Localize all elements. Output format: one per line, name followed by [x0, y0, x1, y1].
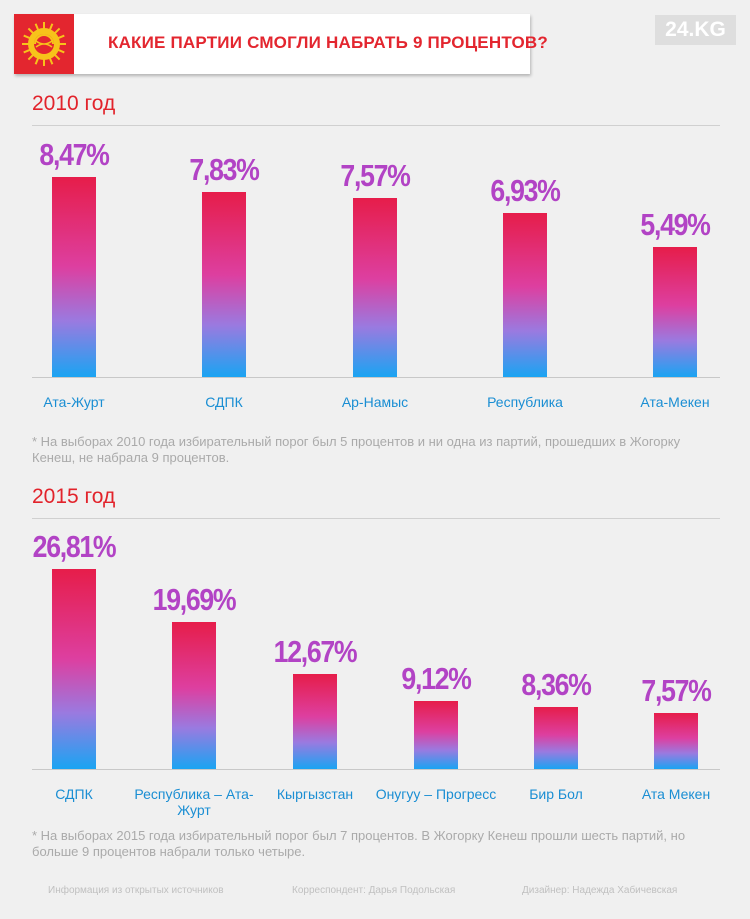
bar-value-label: 12,67%: [273, 634, 358, 669]
axis-line: [32, 377, 720, 378]
chart-bar: [52, 569, 96, 769]
chart-bar: [653, 247, 697, 377]
divider: [32, 125, 720, 126]
axis-line: [32, 769, 720, 770]
category-label: Ата-Мекен: [640, 394, 710, 410]
note-2015: * На выборах 2015 года избирательный пор…: [32, 828, 686, 859]
bar-value-label: 7,83%: [189, 152, 259, 187]
divider: [32, 518, 720, 519]
bar-value-label: 7,57%: [641, 673, 711, 708]
section-year-2015: 2015 год: [32, 485, 116, 508]
category-label: Кыргызстан: [276, 786, 354, 802]
chart-bar: [52, 177, 96, 377]
bar-value-label: 6,93%: [490, 173, 560, 208]
chart-bar: [353, 198, 397, 377]
category-label: Ар-Намыс: [341, 394, 409, 410]
bar-value-label: 8,47%: [39, 137, 109, 172]
category-label: Онугуу – Прогресс: [375, 786, 497, 802]
footer-correspondent: Корреспондент: Дарья Подольская: [292, 885, 456, 896]
category-label: Ата-Журт: [43, 394, 105, 410]
chart-bar: [293, 674, 337, 769]
footer-designer: Дизайнер: Надежда Хабичевская: [522, 885, 678, 896]
category-label: СДПК: [55, 786, 93, 802]
category-label: Ата Мекен: [641, 786, 711, 802]
chart-bar: [414, 701, 458, 769]
bar-value-label: 9,12%: [401, 661, 471, 696]
chart-bar: [654, 713, 698, 769]
page-title: КАКИЕ ПАРТИИ СМОГЛИ НАБРАТЬ 9 ПРОЦЕНТОВ?: [108, 33, 548, 52]
kyrgyz-flag-icon: [14, 14, 74, 74]
chart-bar: [534, 707, 578, 769]
category-label: Бир Бол: [529, 786, 583, 802]
bar-value-label: 8,36%: [521, 667, 591, 702]
category-label: СДПК: [205, 394, 243, 410]
section-year-2010: 2010 год: [32, 92, 116, 115]
bar-value-label: 5,49%: [640, 207, 710, 242]
chart-bar: [172, 622, 216, 769]
footer-source: Информация из открытых источников: [48, 885, 224, 896]
chart-bar: [503, 213, 547, 377]
bar-value-label: 19,69%: [152, 582, 237, 617]
header-banner: КАКИЕ ПАРТИИ СМОГЛИ НАБРАТЬ 9 ПРОЦЕНТОВ?: [14, 14, 548, 74]
category-label: Республика – Ата-Журт: [134, 786, 254, 818]
category-label: Республика: [487, 394, 563, 410]
bar-value-label: 26,81%: [32, 529, 117, 564]
site-logo[interactable]: 24.KG: [655, 15, 736, 45]
bar-value-label: 7,57%: [340, 158, 410, 193]
note-2010: * На выборах 2010 года избирательный пор…: [32, 434, 681, 465]
chart-bar: [202, 192, 246, 377]
